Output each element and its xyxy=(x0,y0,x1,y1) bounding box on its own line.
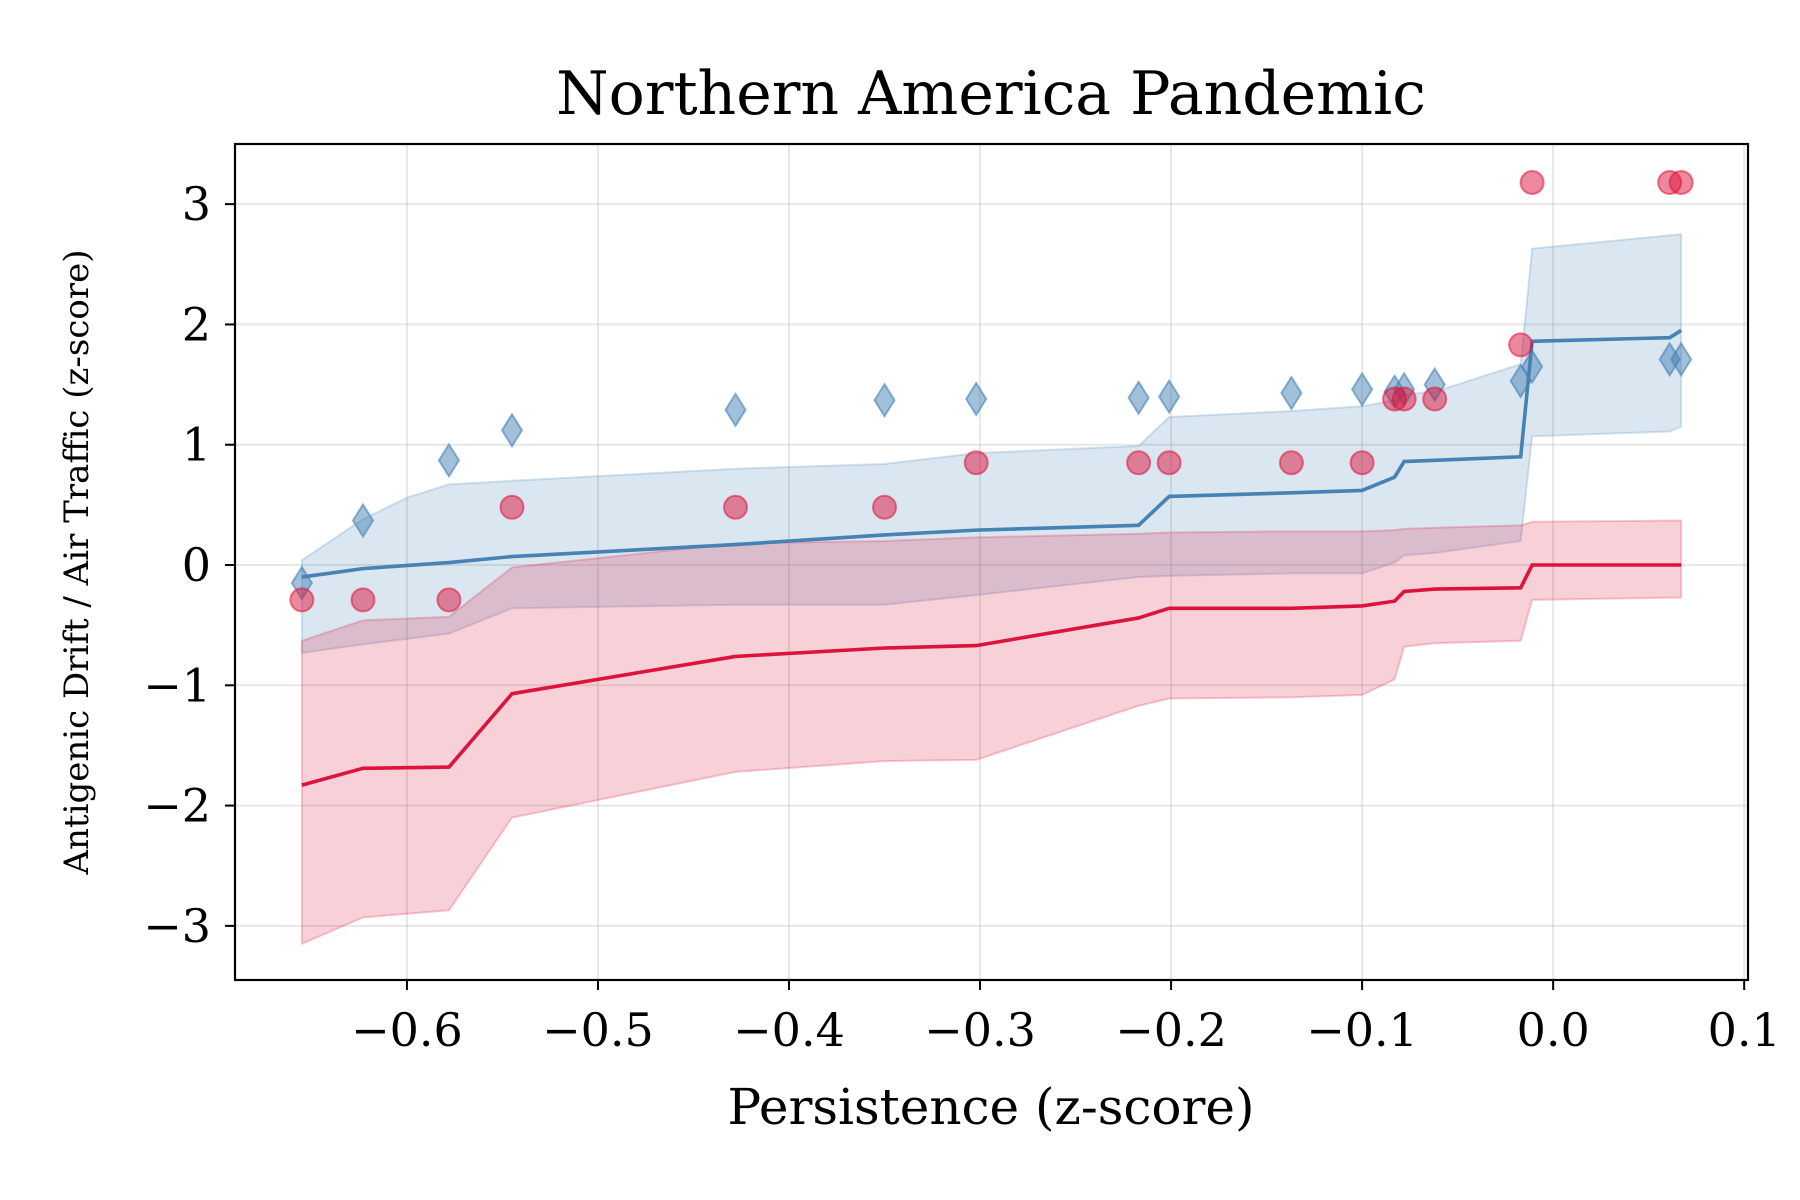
diamond-point xyxy=(873,382,896,419)
y-tick-label: −1 xyxy=(143,658,211,712)
fit-line-0 xyxy=(301,328,1683,579)
y-tick-label: 1 xyxy=(182,418,211,472)
y-axis-label: Antigenic Drift / Air Traffic (z-score) xyxy=(57,249,97,875)
x-tick-label: −0.4 xyxy=(733,1003,845,1057)
fit-line-1 xyxy=(301,563,1682,787)
confidence-band-1 xyxy=(300,519,1683,946)
grid-layer xyxy=(235,144,1748,980)
x-tick-label: 0.0 xyxy=(1517,1003,1590,1057)
point-layer xyxy=(289,169,1694,613)
x-tick-label: −0.6 xyxy=(351,1003,463,1057)
tick-layer: −0.6 −0.5 −0.4 −0.3 −0.2 −0.1 0.0 0.1 −3 −2 −1 0 1 2 3 xyxy=(143,177,1781,1057)
circle-point xyxy=(499,494,525,520)
x-tick-label: 0.1 xyxy=(1708,1003,1781,1057)
diamond-point xyxy=(1127,379,1150,416)
x-tick-label: −0.1 xyxy=(1306,1003,1418,1057)
circle-point xyxy=(872,494,898,520)
y-tick-label: 3 xyxy=(182,177,211,231)
circle-point xyxy=(350,587,376,613)
circle-point xyxy=(1156,450,1182,476)
circle-point xyxy=(289,587,315,613)
diamond-point xyxy=(1520,348,1544,385)
diamond-point xyxy=(1669,341,1693,378)
circle-point xyxy=(1278,450,1304,476)
circle-point xyxy=(963,450,989,476)
circle-point xyxy=(1519,169,1545,195)
circle-point xyxy=(1668,169,1694,195)
y-tick-label: 0 xyxy=(182,538,211,592)
circle-point xyxy=(1508,332,1534,358)
circle-point xyxy=(1422,386,1448,412)
circle-point xyxy=(723,494,749,520)
diamond-point xyxy=(437,442,461,479)
circle-point xyxy=(1391,386,1417,412)
diamond-point xyxy=(1350,371,1374,408)
y-tick-label: −2 xyxy=(143,779,211,833)
x-tick-label: −0.5 xyxy=(542,1003,654,1057)
x-axis-label: Persistence (z-score) xyxy=(727,1078,1254,1136)
diamond-point xyxy=(351,502,375,539)
diamond-point xyxy=(1157,378,1181,415)
diamond-point xyxy=(500,412,524,449)
diamond-point xyxy=(965,381,988,417)
plot-frame xyxy=(233,142,1750,982)
fit-line-layer xyxy=(301,328,1683,787)
diamond-point xyxy=(724,391,747,428)
circle-point xyxy=(436,587,462,613)
chart-title: Northern America Pandemic xyxy=(556,59,1426,129)
circle-point xyxy=(1349,450,1375,476)
diamond-point xyxy=(1280,375,1303,411)
y-tick-label: 2 xyxy=(182,297,211,351)
circle-point xyxy=(1126,450,1152,476)
y-tick-label: −3 xyxy=(143,899,211,953)
x-tick-label: −0.3 xyxy=(924,1003,1036,1057)
x-tick-label: −0.2 xyxy=(1115,1003,1227,1057)
